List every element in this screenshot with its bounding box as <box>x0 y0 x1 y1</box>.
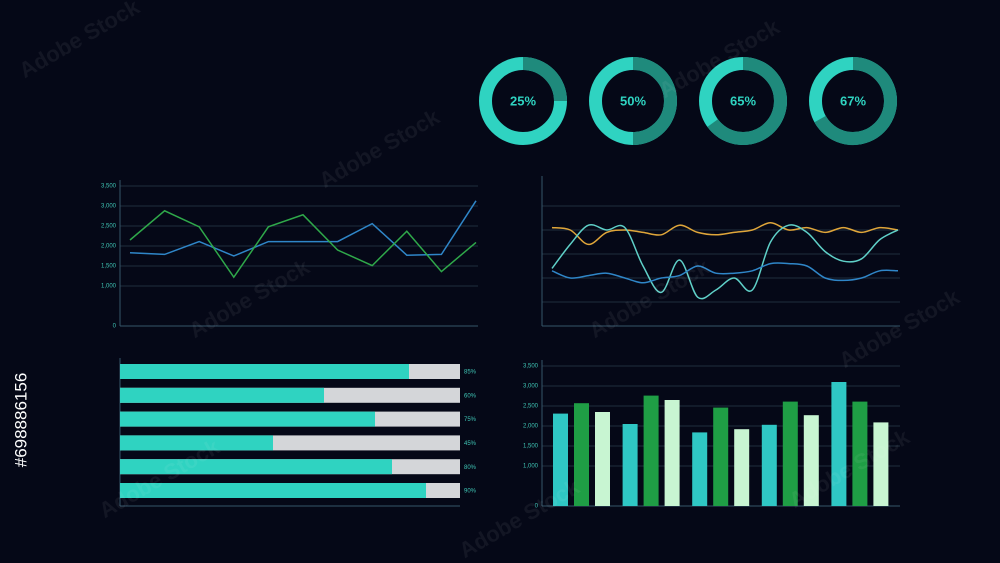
progress-bar <box>120 387 324 403</box>
donut-label: 50% <box>620 93 646 108</box>
progress-label: 60% <box>464 393 477 399</box>
line-series <box>551 223 899 300</box>
y-tick-label: 3,500 <box>523 364 539 370</box>
line-series <box>129 200 477 257</box>
bar <box>873 422 889 506</box>
donut-label: 25% <box>510 93 536 108</box>
donut-label: 65% <box>730 93 756 108</box>
y-tick-label: 3,000 <box>523 384 539 390</box>
donut-segment <box>632 57 677 145</box>
donut-segment <box>522 57 567 102</box>
bar <box>803 415 819 506</box>
progress-bar <box>120 435 273 451</box>
bar <box>692 432 708 506</box>
progress-label: 45% <box>464 441 477 447</box>
bar <box>713 407 729 506</box>
y-tick-label: 1,000 <box>523 464 539 470</box>
y-tick-label: 1,500 <box>523 444 539 450</box>
bar <box>782 401 798 506</box>
bar <box>643 395 659 506</box>
bar <box>761 424 777 506</box>
bar <box>553 413 568 506</box>
stock-id: #698886156 <box>11 373 30 468</box>
y-tick-label: 2,500 <box>523 404 539 410</box>
line-series <box>551 262 899 284</box>
bar <box>664 400 680 506</box>
y-tick-label: 2,500 <box>101 224 117 230</box>
y-tick-label: 3,500 <box>101 184 117 190</box>
bar <box>595 412 610 506</box>
bar <box>622 424 638 506</box>
y-tick-label: 0 <box>535 504 539 510</box>
y-tick-label: 2,000 <box>101 244 117 250</box>
line-series <box>129 209 477 279</box>
progress-bar <box>120 483 426 498</box>
progress-label: 85% <box>464 370 477 376</box>
donut-segment <box>814 57 897 145</box>
y-tick-label: 1,000 <box>101 284 117 290</box>
bar <box>734 429 750 506</box>
progress-label: 80% <box>464 465 477 471</box>
line-series <box>551 222 899 246</box>
y-tick-label: 2,000 <box>523 424 539 430</box>
y-tick-label: 1,500 <box>101 264 117 270</box>
progress-bar <box>120 411 375 427</box>
progress-label: 90% <box>464 489 477 495</box>
progress-bar <box>120 459 392 475</box>
progress-label: 75% <box>464 417 477 423</box>
progress-bar <box>120 364 409 379</box>
donut-label: 67% <box>840 93 866 108</box>
donut-segment <box>707 57 787 145</box>
bar <box>574 403 589 506</box>
y-tick-label: 3,000 <box>101 204 117 210</box>
bar <box>831 382 847 506</box>
y-tick-label: 0 <box>113 324 117 330</box>
bar <box>852 401 868 506</box>
